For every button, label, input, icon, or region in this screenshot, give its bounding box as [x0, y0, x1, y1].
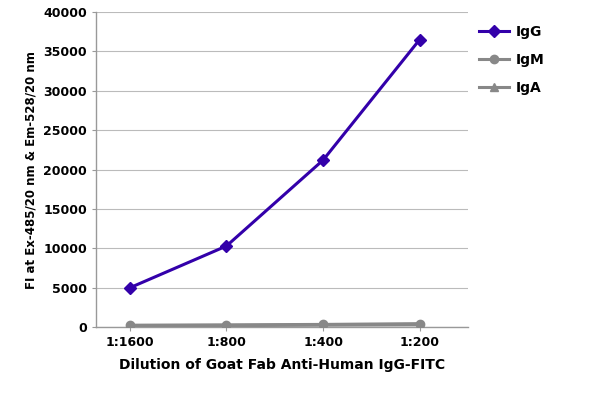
- IgM: [319, 322, 326, 327]
- IgA: [126, 324, 133, 328]
- IgG: [319, 158, 326, 162]
- Y-axis label: FI at Ex-485/20 nm & Em-528/20 nm: FI at Ex-485/20 nm & Em-528/20 nm: [25, 51, 38, 288]
- Line: IgM: IgM: [125, 320, 424, 330]
- X-axis label: Dilution of Goat Fab Anti-Human IgG-FITC: Dilution of Goat Fab Anti-Human IgG-FITC: [119, 358, 445, 371]
- Line: IgG: IgG: [125, 36, 424, 292]
- IgM: [416, 321, 423, 326]
- IgA: [319, 323, 326, 328]
- IgG: [126, 285, 133, 290]
- Legend: IgG, IgM, IgA: IgG, IgM, IgA: [479, 25, 545, 95]
- IgM: [223, 322, 230, 327]
- IgM: [126, 323, 133, 328]
- IgA: [416, 322, 423, 327]
- Line: IgA: IgA: [125, 321, 424, 330]
- IgA: [223, 323, 230, 328]
- IgG: [416, 37, 423, 42]
- IgG: [223, 244, 230, 249]
